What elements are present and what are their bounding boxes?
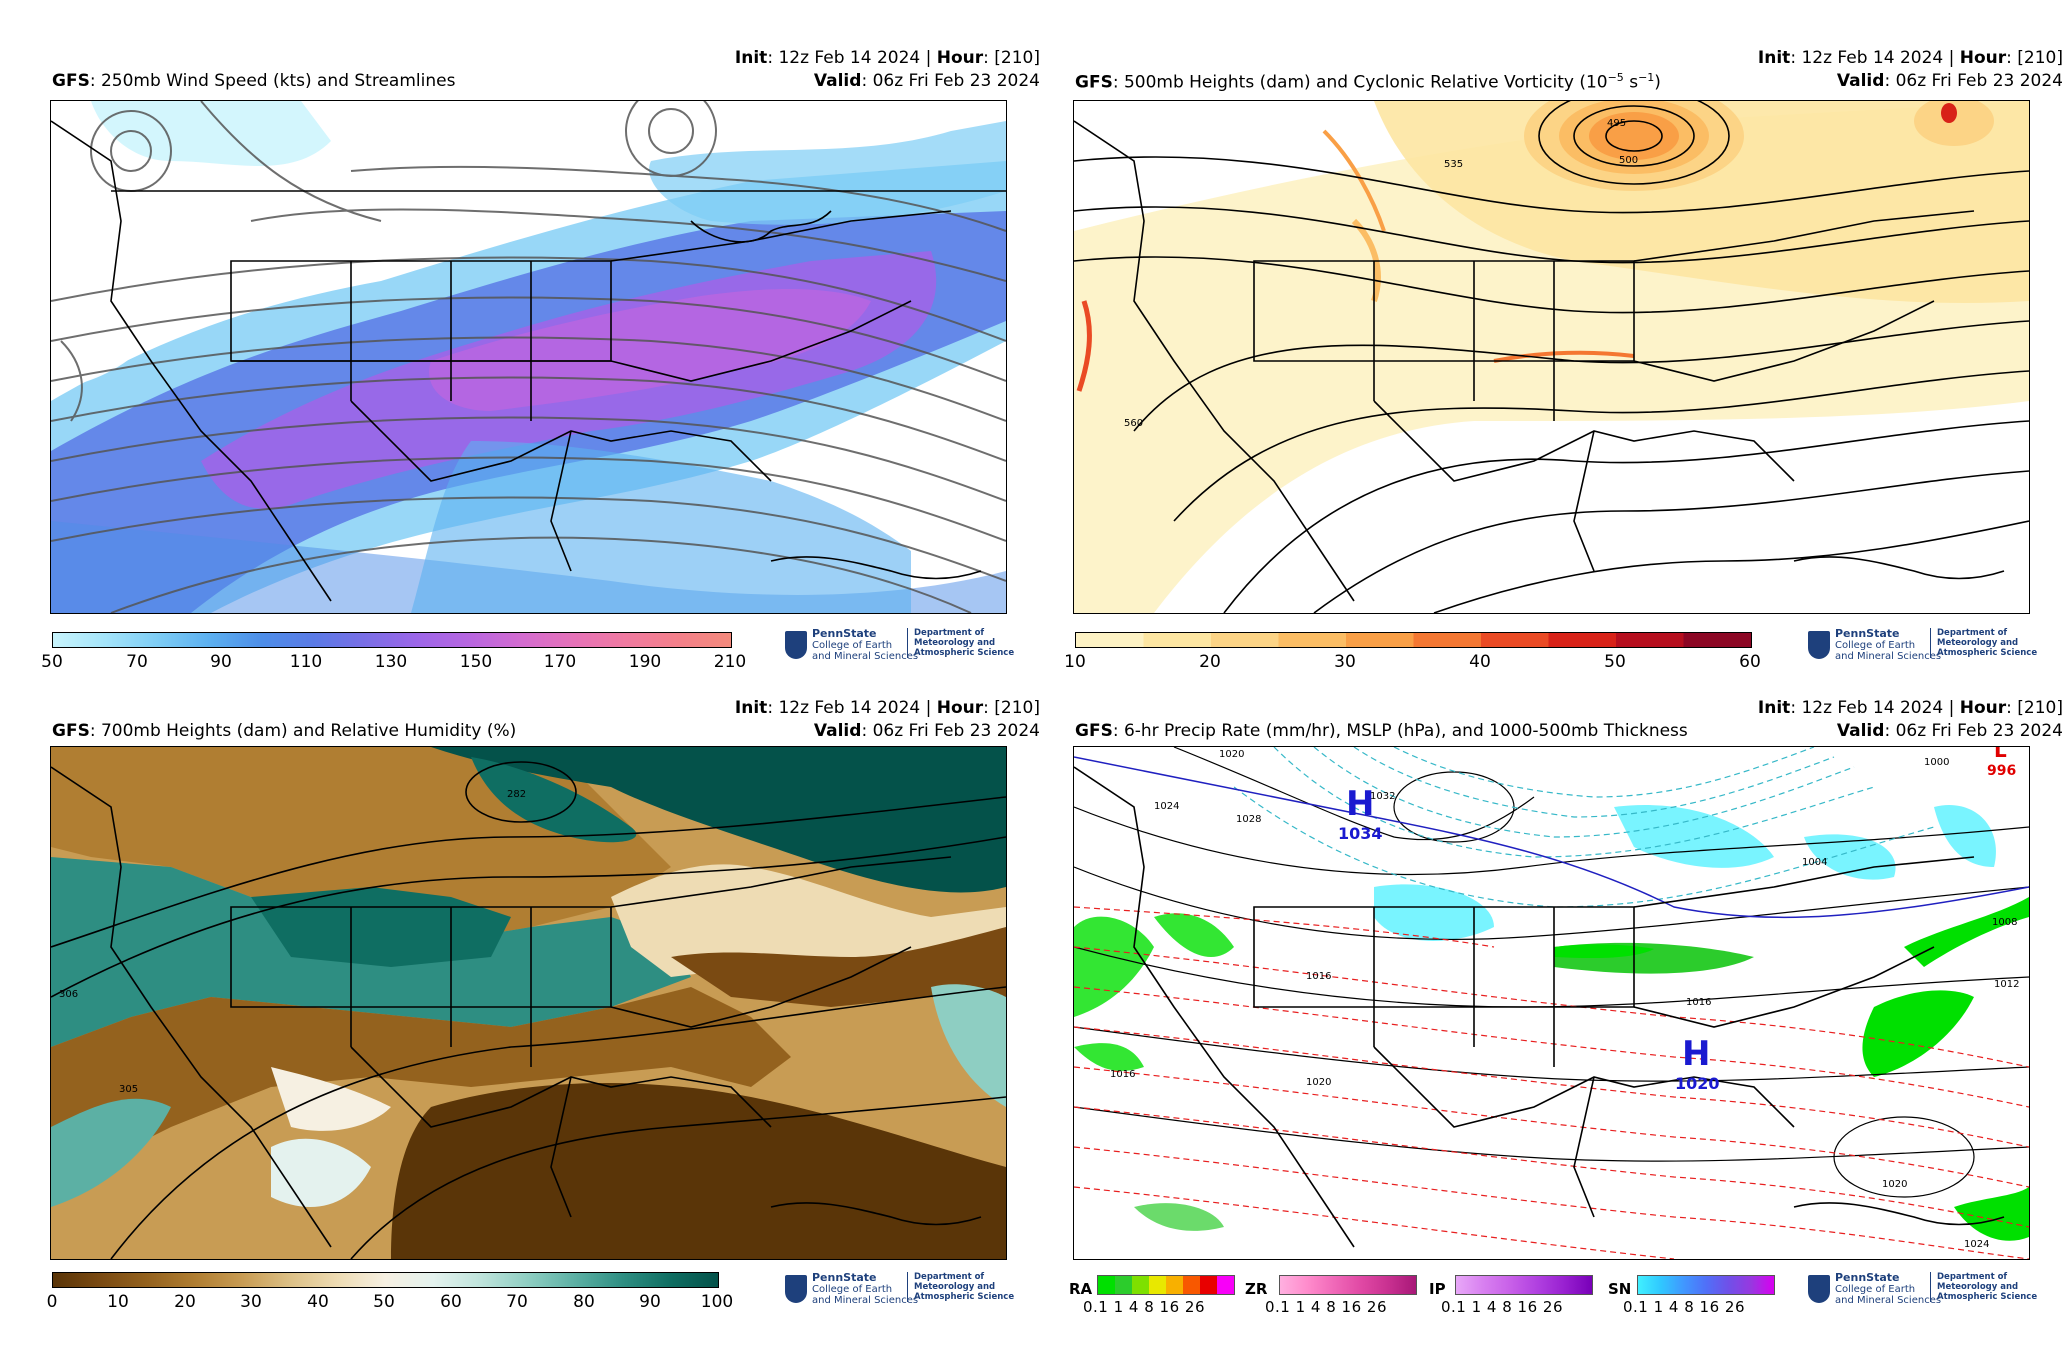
contour-label: 535 [1444,159,1463,170]
panel-header-init: Init: 12z Feb 14 2024 | Hour: [210] [734,48,1040,68]
colorbar-tick: 170 [543,652,577,672]
colorbar-tick: 80 [573,1292,595,1312]
colorbar-tick: 60 [1739,652,1761,672]
colorbar-tick: 40 [1469,652,1491,672]
panel-header-init: Init: 12z Feb 14 2024 | Hour: [210] [1757,48,2063,68]
colorbar-tick: 20 [1199,652,1221,672]
contour-label: 495 [1607,118,1626,129]
colorbar-tick: 10 [107,1292,129,1312]
map-precip-mslp: H 1034 H 1020 L 996 1020 1032 1024 1028 … [1073,746,2030,1260]
colorbar-tick: 50 [373,1292,395,1312]
colorbar-tick: 100 [700,1292,734,1312]
pennstate-shield-icon [1808,1275,1830,1303]
precip-colorbar-sn [1637,1275,1775,1295]
isobar-label: 1016 [1306,971,1331,982]
colorbar-vorticity [1075,632,1752,648]
low-pressure-value: 996 [1987,763,2016,779]
map-250mb-wind [50,100,1007,614]
panel-header-valid: Valid: 06z Fri Feb 23 2024 [813,71,1040,91]
panel-header-init: Init: 12z Feb 14 2024 | Hour: [210] [1757,698,2063,718]
isobar-label: 1020 [1219,749,1244,760]
colorbar-tick: 110 [289,652,323,672]
precip-colorbar-ra [1097,1275,1235,1295]
colorbar-tick: 60 [440,1292,462,1312]
pennstate-shield-icon [785,631,807,659]
high-pressure-letter: H [1346,784,1374,824]
colorbar-tick: 40 [307,1292,329,1312]
pennstate-shield-icon [785,1275,807,1303]
panel-header-valid: Valid: 06z Fri Feb 23 2024 [1836,71,2063,91]
map-500mb-vorticity: 495 500 535 560 [1073,100,2030,614]
panel-header-valid: Valid: 06z Fri Feb 23 2024 [1836,721,2063,741]
isobar-label: 1012 [1994,979,2019,990]
precip-ticks: 0.1 1 4 8 16 26 [1083,1298,1205,1316]
panel-700mb-rh: Init: 12z Feb 14 2024 | Hour: [210] GFS:… [40,690,1040,1330]
contour-label: 282 [507,789,526,800]
colorbar-tick: 50 [1604,652,1626,672]
colorbar-tick: 20 [174,1292,196,1312]
colorbar-rh [52,1272,719,1288]
pennstate-logo: PennState College of Earth and Mineral Sci… [1808,1272,2037,1308]
panel-precip-mslp: Init: 12z Feb 14 2024 | Hour: [210] GFS:… [1063,690,2063,1330]
high-pressure-value: 1020 [1675,1074,1720,1093]
isobar-label: 1032 [1370,791,1395,802]
colorbar-tick: 70 [126,652,148,672]
colorbar-tick: 0 [46,1292,58,1312]
panel-250mb-wind: Init: 12z Feb 14 2024 | Hour: [210] GFS:… [40,40,1040,680]
colorbar-tick: 70 [506,1292,528,1312]
colorbar-tick: 130 [374,652,408,672]
isobar-label: 1008 [1992,917,2017,928]
panel-500mb-vorticity: Init: 12z Feb 14 2024 | Hour: [210] GFS:… [1063,40,2063,680]
map-700mb-rh: 282 306 305 [50,746,1007,1260]
pennstate-logo: PennState College of Earth and Mineral Sci… [1808,628,2037,664]
colorbar-tick: 190 [628,652,662,672]
precip-ticks: 0.1 1 4 8 16 26 [1265,1298,1387,1316]
panel-header-valid: Valid: 06z Fri Feb 23 2024 [813,721,1040,741]
precip-ticks: 0.1 1 4 8 16 26 [1623,1298,1745,1316]
colorbar-tick: 90 [210,652,232,672]
panel-title: GFS: 700mb Heights (dam) and Relative Hu… [52,721,517,741]
contour-label: 560 [1124,418,1143,429]
isobar-label: 1024 [1964,1239,1989,1250]
panel-title: GFS: 6-hr Precip Rate (mm/hr), MSLP (hPa… [1075,721,1688,741]
colorbar-wind [52,632,732,648]
isobar-label: 1000 [1924,757,1949,768]
isobar-label: 1016 [1110,1069,1135,1080]
isobar-label: 1024 [1154,801,1179,812]
precip-colorbar-zr [1279,1275,1417,1295]
colorbar-tick: 150 [459,652,493,672]
contour-label: 500 [1619,155,1638,166]
low-pressure-letter: L [1994,747,2007,762]
isobar-label: 1016 [1686,997,1711,1008]
precip-type-label: RA [1069,1280,1093,1298]
contour-label: 305 [119,1084,138,1095]
colorbar-tick: 30 [240,1292,262,1312]
high-pressure-letter: H [1682,1034,1710,1074]
colorbar-tick: 10 [1064,652,1086,672]
isobar-label: 1028 [1236,814,1261,825]
precip-type-label: SN [1608,1280,1632,1298]
isobar-label: 1020 [1306,1077,1331,1088]
colorbar-tick: 50 [41,652,63,672]
panel-title: GFS: 250mb Wind Speed (kts) and Streamli… [52,71,456,91]
precip-colorbar-ip [1455,1275,1593,1295]
isobar-label: 1020 [1882,1179,1907,1190]
pennstate-shield-icon [1808,631,1830,659]
pennstate-logo: PennState College of Earth and Mineral Sci… [785,628,1014,664]
precip-type-label: ZR [1245,1280,1268,1298]
colorbar-tick: 210 [713,652,747,672]
high-pressure-value: 1034 [1338,824,1383,843]
precip-ticks: 0.1 1 4 8 16 26 [1441,1298,1563,1316]
panel-header-init: Init: 12z Feb 14 2024 | Hour: [210] [734,698,1040,718]
pennstate-logo: PennState College of Earth and Mineral Sci… [785,1272,1014,1308]
colorbar-tick: 90 [639,1292,661,1312]
colorbar-tick: 30 [1334,652,1356,672]
panel-title: GFS: 500mb Heights (dam) and Cyclonic Re… [1075,71,1661,93]
isobar-label: 1004 [1802,857,1827,868]
contour-label: 306 [59,989,78,1000]
precip-type-label: IP [1429,1280,1446,1298]
